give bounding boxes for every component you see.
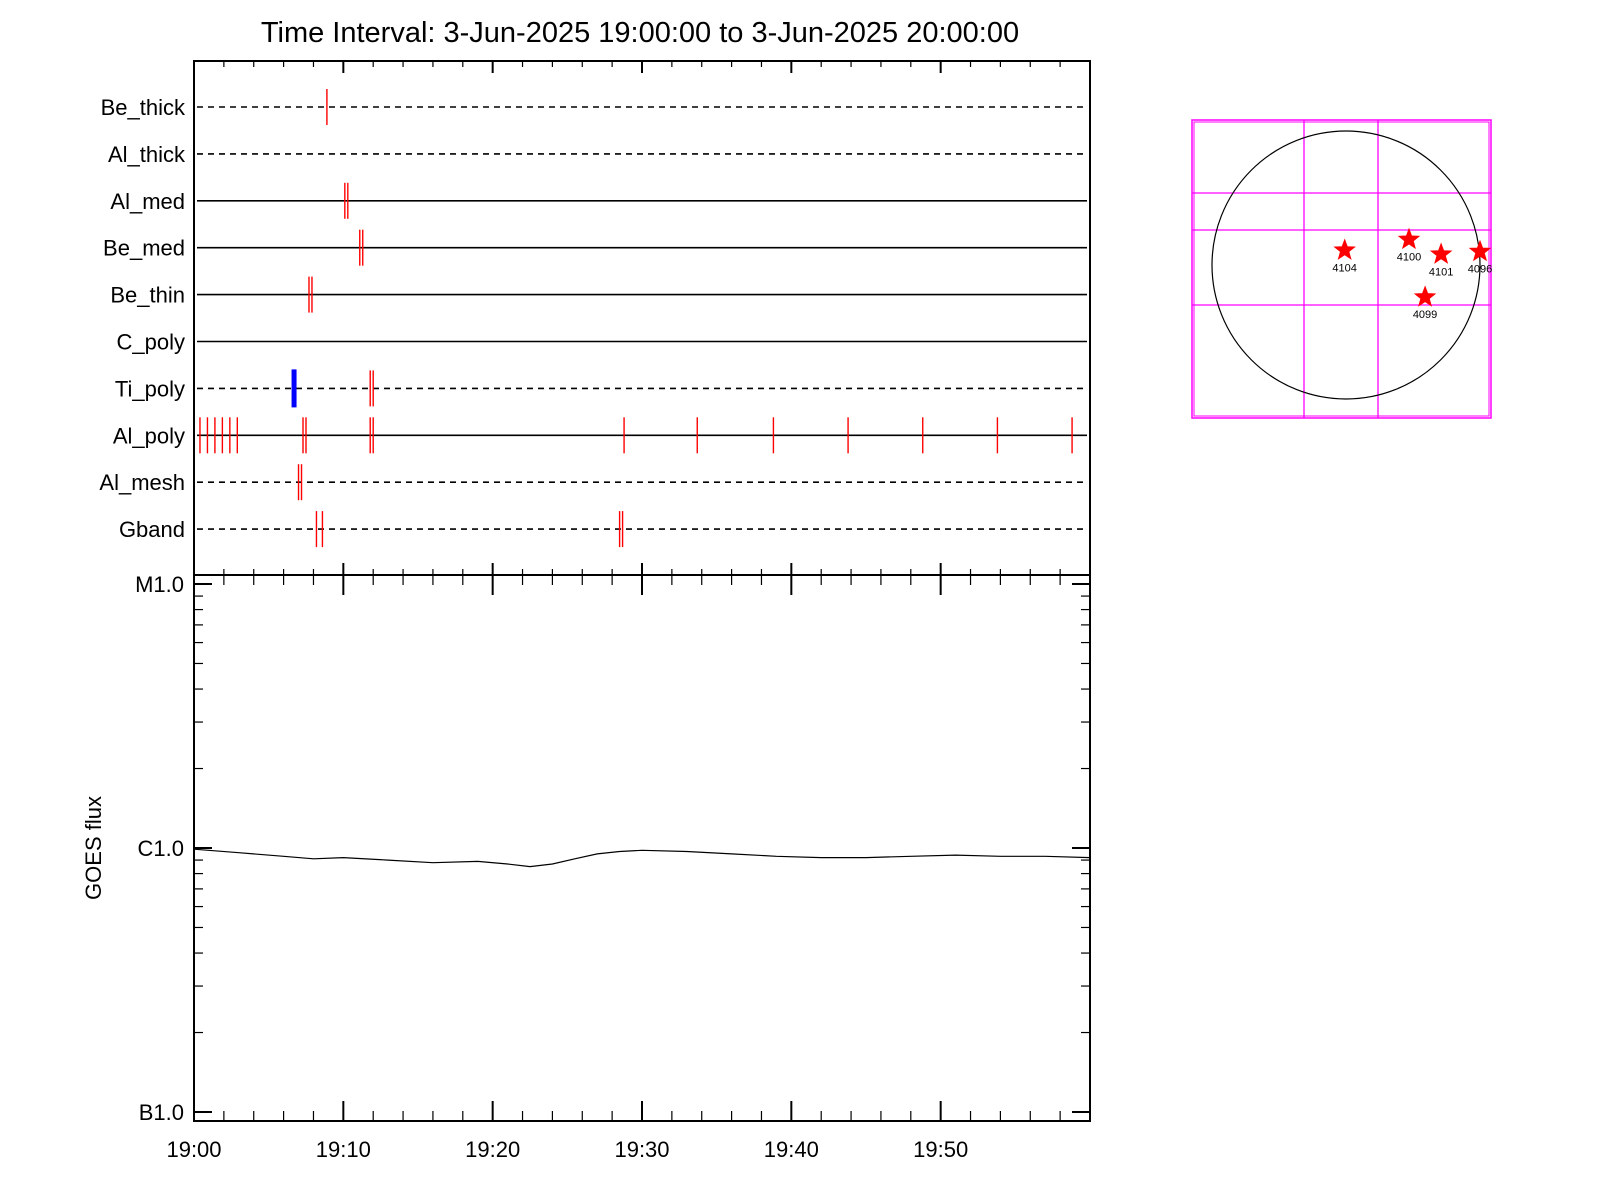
flare-star-icon xyxy=(1333,238,1356,260)
sun-map-frame xyxy=(1191,119,1492,419)
flare-star-icon xyxy=(1397,227,1421,250)
goes-x-tick-label: 19:00 xyxy=(166,1137,221,1162)
sun-map: 4104 4100 4101 4096 4099 xyxy=(1191,119,1492,419)
row-label: Al_mesh xyxy=(99,470,185,495)
solar-disk xyxy=(1211,130,1481,400)
active-region-label: 4101 xyxy=(1429,266,1453,278)
timeline-rows: Be_thick Al_thick Al_med Be_med Be_thin C_pol… xyxy=(99,89,1087,548)
active-region-4099: 4099 xyxy=(1413,285,1437,321)
timeline-row-be-med: Be_med xyxy=(103,229,1087,266)
timeline-row-al-poly: Al_poly xyxy=(113,417,1087,454)
goes-x-tick-label: 19:10 xyxy=(316,1137,371,1162)
row-label: Al_med xyxy=(110,189,185,214)
row-label: Gband xyxy=(119,517,185,542)
row-label: Al_poly xyxy=(113,423,185,448)
timeline-row-c-poly: C_poly xyxy=(117,330,1087,355)
timeline-ticks xyxy=(193,61,1091,575)
flare-star-icon xyxy=(1429,242,1453,264)
row-label: Al_thick xyxy=(108,142,186,167)
active-region-4101: 4101 xyxy=(1429,242,1453,278)
flare-star-icon xyxy=(1468,239,1492,262)
active-region-label: 4104 xyxy=(1332,262,1356,274)
goes-x-tick-label: 19:20 xyxy=(465,1137,520,1162)
goes-x-tick-label: 19:30 xyxy=(614,1137,669,1162)
timeline-frame xyxy=(193,60,1091,576)
goes-y-tick-label: M1.0 xyxy=(135,572,184,597)
timeline-row-al-mesh: Al_mesh xyxy=(99,464,1087,501)
sun-map-frame-inner xyxy=(1193,121,1490,417)
goes-panel: 19:00 19:10 19:20 19:30 19:40 19:50 M1.0 C1.0 B1… xyxy=(81,572,1091,1162)
flare-star-icon xyxy=(1413,285,1437,307)
goes-x-tick-label: 19:50 xyxy=(913,1137,968,1162)
goes-frame xyxy=(193,574,1091,1122)
goes-x-tick-label: 19:40 xyxy=(764,1137,819,1162)
row-label: Ti_poly xyxy=(115,376,185,401)
timeline-panel: Be_thick Al_thick Al_med Be_med Be_thin C_pol… xyxy=(99,60,1091,576)
row-label: Be_thick xyxy=(101,95,186,120)
goes-y-tick-label: C1.0 xyxy=(138,836,184,861)
goes-y-tick-label: B1.0 xyxy=(139,1100,184,1125)
active-region-label: 4100 xyxy=(1397,252,1421,264)
timeline-row-al-med: Al_med xyxy=(110,182,1087,219)
row-label: Be_thin xyxy=(110,283,185,308)
active-region-label: 4096 xyxy=(1468,264,1492,276)
row-label: C_poly xyxy=(117,330,185,355)
timeline-row-ti-poly: Ti_poly xyxy=(115,369,1087,408)
active-region-4096: 4096 xyxy=(1468,239,1492,276)
timeline-row-gband: Gband xyxy=(119,511,1087,548)
goes-axes: 19:00 19:10 19:20 19:30 19:40 19:50 M1.0 C1.0 B1… xyxy=(135,572,1091,1162)
timeline-row-al-thick: Al_thick xyxy=(108,142,1087,167)
active-region-4104: 4104 xyxy=(1332,238,1357,274)
goes-y-axis-label: GOES flux xyxy=(81,796,106,900)
timeline-row-be-thin: Be_thin xyxy=(110,276,1087,313)
goes-flux-line xyxy=(193,848,1091,868)
chart-title: Time Interval: 3-Jun-2025 19:00:00 to 3-… xyxy=(261,17,1019,49)
row-label: Be_med xyxy=(103,236,185,261)
active-region-4100: 4100 xyxy=(1397,227,1421,264)
active-region-label: 4099 xyxy=(1413,309,1437,321)
timeline-row-be-thick: Be_thick xyxy=(101,89,1087,125)
